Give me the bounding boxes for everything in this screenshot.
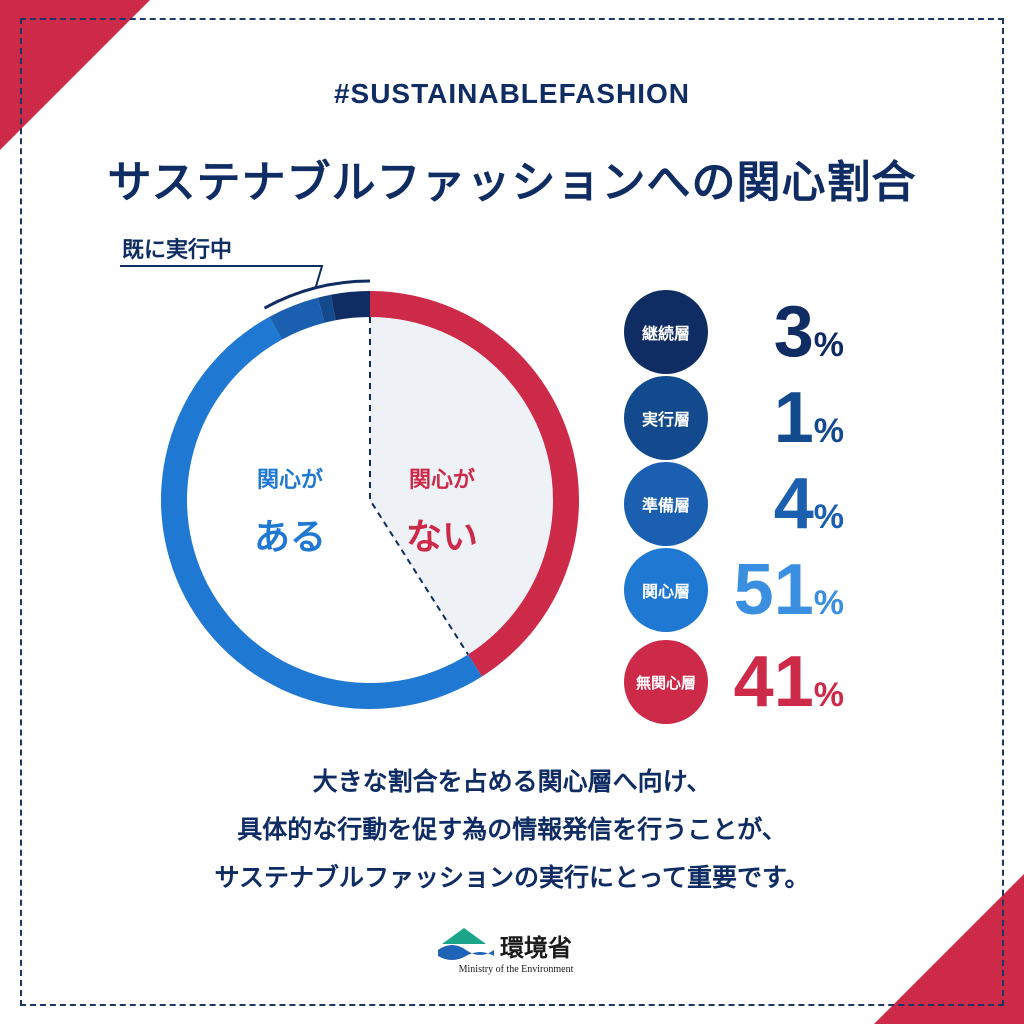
not-interested-sector-fill [370,317,553,655]
hashtag: #SUSTAINABLEFASHION [333,78,691,109]
donut-slice-uninterested [370,291,579,677]
legend-number: 41 [733,642,814,722]
donut-slice-preparing [269,297,325,340]
donut-slice-interested [161,316,482,709]
interested-label: 関心が ある [240,462,340,560]
legend-value-continuing: 3% [720,290,844,374]
message-text: 大きな割合を占める関心層へ向け、 具体的な行動を促す為の情報発信を行うことが、 … [0,758,1024,902]
legend-label-executing: 実行層 [641,410,690,429]
legend-badge-executing: 実行層 [624,376,708,460]
dashed-frame [20,18,1004,1006]
legend-label-preparing: 準備層 [641,496,690,515]
top-left-corner-decoration [0,0,150,150]
legend-number: 3 [773,292,814,372]
legend-unit: % [813,326,844,364]
callout-label: 既に実行中 [122,238,233,263]
callout-leader-line [120,265,324,289]
legend-number: 4 [773,464,814,544]
legend-value-interested: 51% [720,548,844,632]
legend-unit: % [813,676,844,714]
legend-unit: % [813,498,844,536]
legend-label-uninterested: 無関心層 [635,673,696,692]
callout-bracket [263,279,371,310]
donut-slice-continuing [330,291,370,321]
logo-subtitle: Ministry of the Environment [458,964,574,975]
legend-unit: % [813,584,844,622]
legend-unit: % [813,412,844,450]
legend-label-continuing: 継続層 [641,324,690,343]
interested-label-line1: 関心が [256,468,323,493]
mountain-wave-icon [438,928,494,960]
message-line-2: 具体的な行動を促す為の情報発信を行うことが、 [237,815,787,844]
not-interested-label-line2: ない [405,517,478,558]
legend-badge-preparing: 準備層 [624,462,708,546]
divider-dashed-line [369,317,469,656]
legend-badge-uninterested: 無関心層 [624,640,708,724]
message-line-3: サステナブルファッションの実行にとって重要です。 [214,863,810,892]
legend-value-uninterested: 41% [720,640,844,724]
legend-number: 51 [733,550,814,630]
legend-number: 1 [773,378,814,458]
donut-slice-executing [318,294,336,323]
ministry-logo: 環境省 Ministry of the Environment [436,924,596,980]
not-interested-label: 関心が ない [392,462,492,560]
legend-badge-interested: 関心層 [624,548,708,632]
interested-label-line2: ある [253,517,326,558]
logo-name: 環境省 [500,934,572,962]
message-line-1: 大きな割合を占める関心層へ向け、 [312,767,712,796]
legend-label-interested: 関心層 [641,582,690,601]
legend-badge-continuing: 継続層 [624,290,708,374]
legend-value-preparing: 4% [720,462,844,546]
not-interested-label-line1: 関心が [408,468,475,493]
page-title: サステナブルファッションへの関心割合 [107,157,917,208]
legend-value-executing: 1% [720,376,844,460]
bottom-right-corner-decoration [874,874,1024,1024]
